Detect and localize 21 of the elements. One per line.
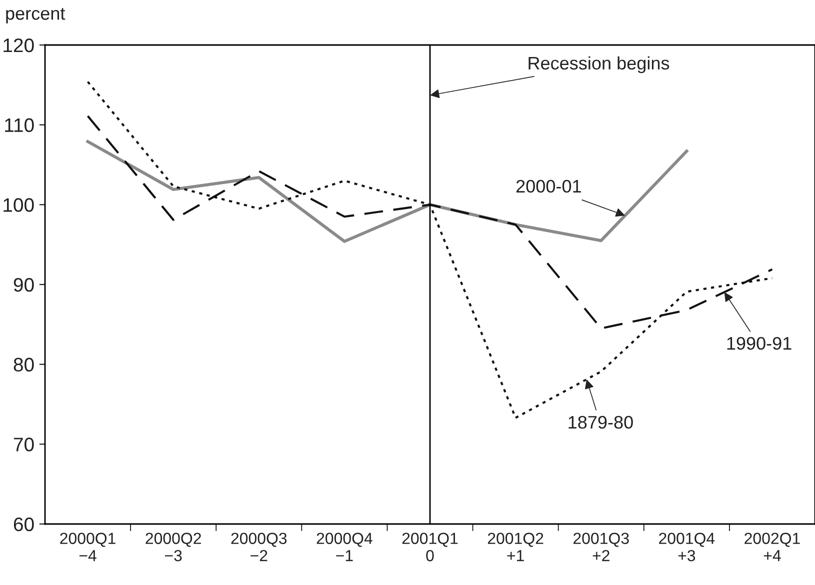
text: 1990-91	[727, 336, 792, 350]
x-tick-label: 2000Q4 −1	[316, 532, 372, 562]
x-tick-label: 2000Q1 −4	[60, 532, 116, 562]
y-tick-label: 100	[4, 198, 34, 212]
y-tick-label: 110	[5, 118, 34, 132]
x-tick-label: 2002Q1 +4	[744, 532, 800, 562]
y-tick-label: 60	[14, 517, 34, 532]
series-label: 2000-01	[516, 180, 581, 193]
series-label: 1879-80	[568, 416, 633, 429]
y-tick-label: 70	[14, 438, 34, 452]
y-tick-label: 80	[14, 358, 34, 372]
x-tick-label: 2001Q2 +1	[488, 532, 544, 562]
y-axis-title: percent	[6, 8, 66, 24]
y-tick-label: 120	[4, 38, 34, 52]
x-tick-label: 2001Q1 0	[402, 532, 458, 562]
x-tick-label: 2001Q3 +2	[574, 532, 629, 562]
x-tick-label: 2000Q3 −2	[231, 532, 287, 562]
y-tick-label: 90	[14, 278, 34, 292]
x-tick-label: 2000Q2 −3	[146, 532, 201, 562]
x-tick-label: 2001Q4 +3	[659, 532, 715, 562]
ref-line-label: Recession begins	[528, 56, 670, 74]
